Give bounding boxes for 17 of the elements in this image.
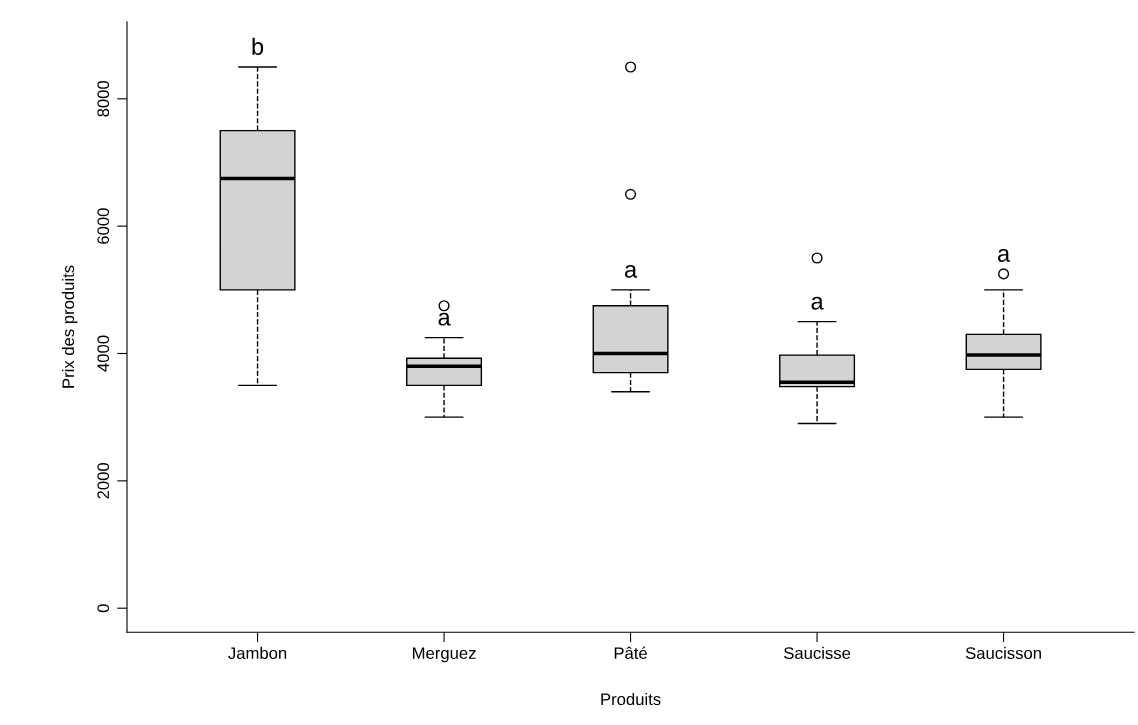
annotation: a	[625, 264, 638, 278]
x-axis-title: Produits	[601, 692, 661, 706]
x-tick-label: Saucisson	[965, 646, 1041, 660]
annotation: a	[811, 296, 824, 310]
annotation: b	[252, 37, 264, 55]
x-tick-label: Pâté	[614, 646, 647, 660]
y-tick-label: 0	[97, 604, 110, 613]
x-tick-label: Merguez	[413, 647, 476, 663]
x-tick-label: Saucisse	[784, 646, 851, 660]
annotation: a	[998, 248, 1011, 262]
y-tick-label: 2000	[97, 462, 110, 499]
y-tick-label: 6000	[97, 208, 110, 244]
y-tick-label: 4000	[97, 335, 110, 372]
y-axis-title: Prix des produits	[61, 265, 78, 388]
y-tick-label: 8000	[97, 80, 110, 117]
annotation: a	[438, 312, 451, 326]
x-tick-label: Jambon	[228, 646, 287, 660]
